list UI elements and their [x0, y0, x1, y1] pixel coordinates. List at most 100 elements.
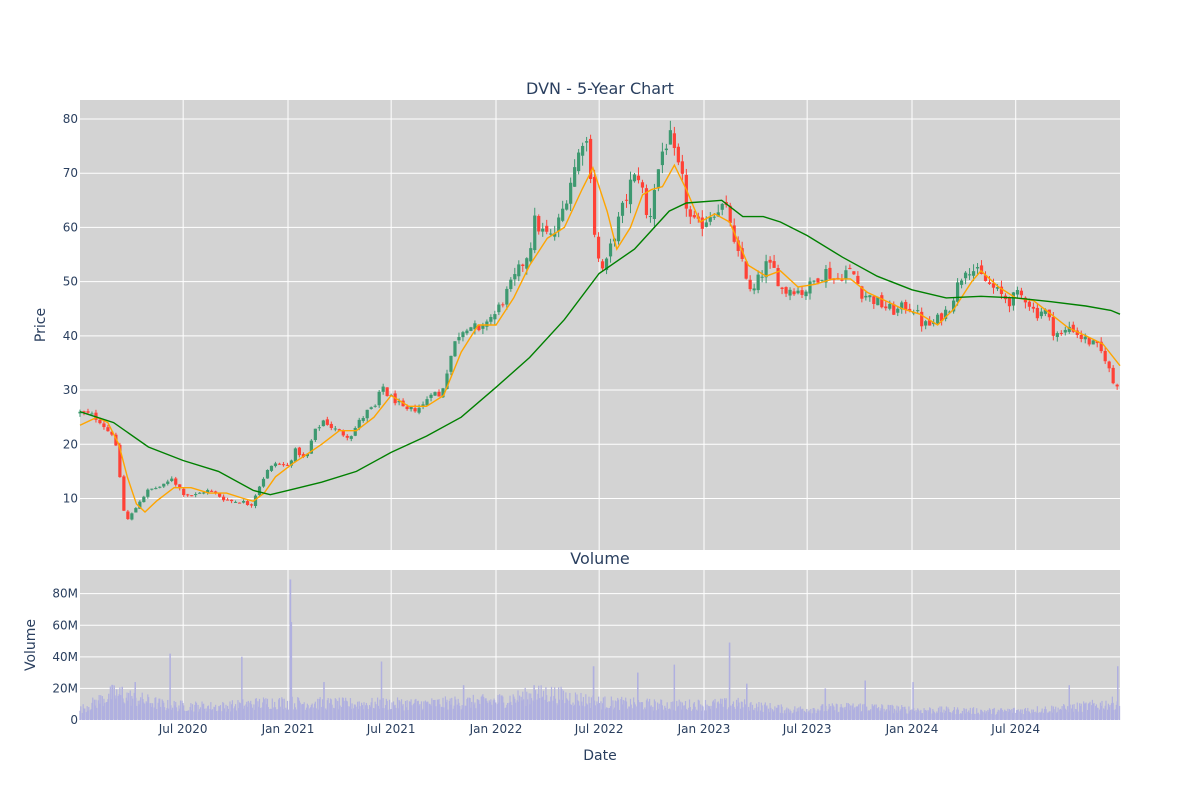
x-axis-title: Date	[583, 748, 616, 764]
volume-bar	[572, 702, 574, 720]
volume-bar	[876, 708, 878, 720]
volume-bar	[574, 704, 576, 720]
volume-bar	[889, 705, 892, 720]
volume-bar	[546, 702, 549, 720]
candle-body	[660, 151, 664, 166]
volume-bar	[273, 707, 275, 720]
volume-bar	[741, 701, 743, 720]
volume-bar	[664, 707, 667, 720]
candle-body	[541, 228, 545, 232]
volume-bar	[315, 708, 317, 720]
volume-bar	[645, 709, 647, 720]
volume-bar	[708, 706, 711, 720]
volume-bar	[254, 709, 256, 720]
volume-bar	[1087, 709, 1089, 720]
candle-body	[1107, 361, 1111, 369]
candle-body	[588, 138, 593, 179]
volume-bar	[684, 705, 686, 720]
volume-bar	[271, 698, 273, 720]
volume-bar	[478, 700, 480, 720]
volume-bar	[79, 710, 81, 720]
volume-bar	[903, 706, 905, 720]
candle-body	[210, 490, 214, 492]
volume-bar	[195, 701, 197, 720]
volume-bar	[988, 708, 991, 720]
volume-bar	[1016, 710, 1018, 720]
price-plot-area	[80, 100, 1120, 550]
volume-bar	[929, 708, 932, 720]
volume-bar	[648, 701, 650, 720]
price-y-tick: 70	[63, 166, 78, 180]
volume-bar	[351, 703, 353, 720]
volume-bar	[359, 706, 361, 720]
volume-bar	[471, 701, 473, 720]
candle-body	[517, 264, 521, 277]
volume-bar	[694, 706, 696, 720]
candle-body	[920, 311, 924, 327]
volume-bar	[1102, 708, 1105, 720]
candle-body	[505, 288, 509, 305]
x-tick: Jan 2021	[261, 722, 315, 736]
volume-bar	[653, 710, 655, 720]
volume-bar	[279, 706, 281, 720]
volume-bar	[318, 698, 320, 720]
volume-bar	[379, 699, 381, 720]
volume-bar	[1031, 712, 1034, 720]
volume-bar	[198, 711, 200, 720]
volume-bar	[928, 711, 930, 720]
volume-bar	[661, 705, 663, 720]
volume-bar	[743, 699, 746, 720]
volume-bar	[558, 699, 561, 720]
volume-bar	[586, 704, 589, 720]
volume-bar	[617, 699, 620, 720]
volume-bar	[293, 709, 295, 720]
volume-bar	[722, 706, 724, 720]
volume-bar	[207, 706, 209, 720]
candle-body	[325, 419, 329, 425]
volume-bar	[482, 694, 484, 720]
candle-body	[760, 276, 764, 278]
volume-bar	[144, 703, 146, 720]
volume-bar	[509, 695, 511, 720]
volume-bar	[657, 708, 660, 720]
candle-body	[261, 478, 266, 487]
volume-bar	[341, 706, 343, 720]
volume-bar	[406, 700, 408, 720]
volume-bar	[569, 692, 571, 720]
volume-bar	[775, 707, 778, 720]
candle-body	[1103, 350, 1107, 362]
volume-bar	[369, 706, 372, 720]
volume-bar	[211, 710, 213, 720]
volume-bar	[190, 703, 192, 720]
volume-bar	[584, 706, 586, 720]
volume-bar	[806, 708, 808, 720]
candle-body	[632, 174, 637, 182]
volume-bar	[453, 705, 455, 720]
candle-body	[377, 391, 381, 406]
candle-body	[1083, 336, 1087, 340]
volume-bar	[1023, 714, 1025, 720]
volume-bar	[371, 697, 373, 720]
volume-bar	[1075, 709, 1078, 720]
volume-bar	[326, 700, 328, 720]
volume-bar	[166, 708, 168, 720]
volume-bar	[202, 704, 204, 720]
volume-bar	[757, 706, 759, 720]
volume-bar	[225, 704, 227, 720]
volume-bar	[816, 710, 818, 720]
volume-bar	[783, 710, 786, 720]
volume-bar	[684, 700, 687, 720]
candle-body	[928, 320, 932, 326]
volume-bar	[1092, 703, 1094, 720]
candle-body	[840, 279, 844, 281]
candle-body	[409, 407, 413, 410]
volume-bar	[464, 705, 466, 720]
volume-bar	[1012, 708, 1015, 720]
volume-bar	[384, 705, 387, 720]
candle-body	[297, 447, 301, 456]
volume-bar	[860, 711, 862, 720]
volume-bar	[1113, 709, 1115, 720]
volume-bar	[959, 714, 961, 720]
volume-bar	[641, 702, 644, 720]
volume-bar	[525, 706, 527, 720]
